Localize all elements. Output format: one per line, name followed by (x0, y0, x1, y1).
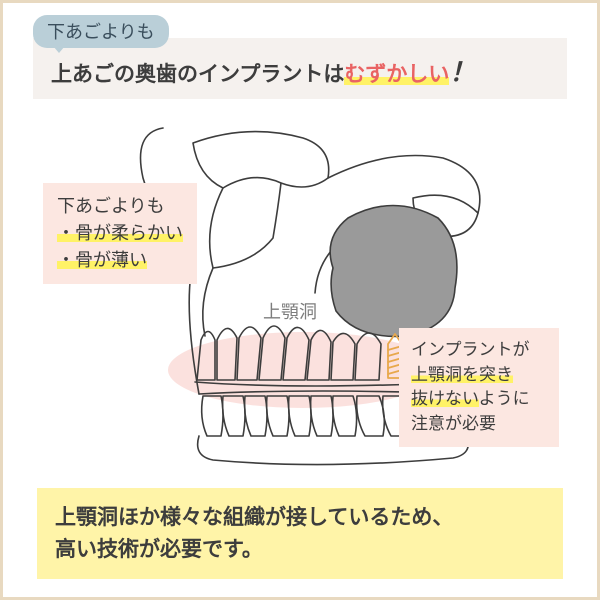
context-pill: 下あごよりも (33, 15, 169, 48)
bottom-l1: 上顎洞ほか様々な組織が接しているため、 (55, 502, 545, 534)
right-note-box: インプラントが 上顎洞を突き 抜けないように 注意が必要 (399, 328, 559, 447)
bottom-l2: 高い技術が必要です。 (55, 534, 545, 566)
diagram-area: 下あごよりも ・骨が柔らかい ・骨が薄い 上顎洞 インプラントが 上顎洞を突き … (3, 118, 597, 468)
right-note-l3: 注意が必要 (411, 412, 547, 437)
title-pre: 上あごの奥歯のインプラントは (51, 63, 344, 86)
bottom-summary: 上顎洞ほか様々な組織が接しているため、 高い技術が必要です。 (37, 488, 563, 579)
sinus-label: 上顎洞 (263, 298, 317, 324)
left-note-bullet1: ・骨が柔らかい (57, 223, 183, 243)
title-exclaim: ！ (449, 57, 475, 87)
right-note-l2c: ように (479, 389, 530, 408)
left-note-bullet2: ・骨が薄い (57, 250, 147, 270)
header-block: 下あごよりも \ | / 上あごの奥歯のインプラントはむずかしい！ (33, 15, 567, 99)
left-note-box: 下あごよりも ・骨が柔らかい ・骨が薄い (43, 183, 197, 284)
right-note-l1: インプラントが (411, 338, 547, 363)
right-note-l2b: 抜けない (411, 389, 479, 408)
left-note-line1: 下あごよりも (57, 193, 183, 220)
right-note-l2a: 上顎洞を突き (411, 365, 513, 384)
title-emphasis: むずかしい (344, 63, 449, 86)
